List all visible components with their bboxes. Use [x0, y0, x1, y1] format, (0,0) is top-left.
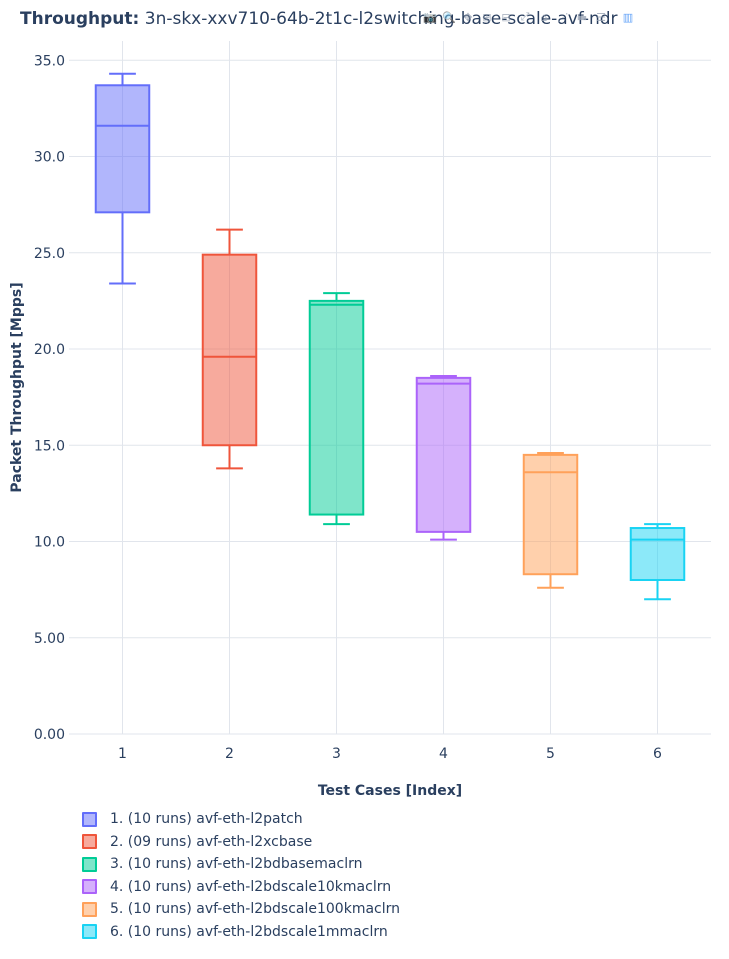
hover-closest-icon[interactable]: ▬ [576, 10, 588, 24]
legend-item-1[interactable]: 1. (10 runs) avf-eth-l2patch [82, 808, 400, 831]
legend: 1. (10 runs) avf-eth-l2patch 2. (09 runs)… [82, 808, 400, 943]
legend-item-4[interactable]: 4. (10 runs) avf-eth-l2bdscale10kmaclrn [82, 876, 400, 899]
box-plot-chart: 0.00 5.00 10.0 15.0 20.0 25.0 30.0 35.0 1 2 3 4 5 6 Te… [9, 41, 711, 799]
x-tick-label: 5 [546, 746, 555, 762]
y-tick-label: 0.00 [34, 727, 65, 743]
zoom-out-icon[interactable]: ⊟ [501, 10, 511, 24]
reset-axes-icon[interactable]: ⌂ [540, 10, 548, 24]
camera-icon[interactable]: 📷 [423, 10, 437, 24]
chart-title: Throughput: 3n-skx-xxv710-64b-2t1c-l2swi… [20, 9, 618, 29]
box-iqr [94, 84, 151, 214]
y-tick-label: 25.0 [34, 246, 65, 262]
legend-item-6[interactable]: 6. (10 runs) avf-eth-l2bdscale1mmaclrn [82, 921, 400, 944]
y-tick-label: 5.00 [34, 631, 65, 647]
y-axis-title: Packet Throughput [Mpps] [9, 282, 25, 492]
legend-label: 2. (09 runs) avf-eth-l2xcbase [110, 833, 313, 850]
zoom-in-icon[interactable]: ⊞ [482, 10, 492, 24]
plotly-logo-icon[interactable]: ▥ [622, 10, 634, 24]
legend-swatch [82, 834, 97, 850]
y-tick-label: 20.0 [34, 342, 65, 358]
box-iqr [201, 253, 258, 447]
hover-compare-icon[interactable]: ☰ [596, 10, 606, 24]
x-tick-label: 1 [118, 746, 127, 762]
modebar: 📷 🔍 ✥ ⊞ ⊟ ⤢ ⌂ ⋰ ▬ ☰ ▥ [423, 8, 635, 26]
box-series-3 [308, 292, 365, 526]
box-series-4 [415, 374, 472, 541]
legend-label: 4. (10 runs) avf-eth-l2bdscale10kmaclrn [110, 878, 392, 895]
y-tick-label: 35.0 [34, 53, 65, 69]
legend-swatch [82, 879, 97, 895]
legend-item-3[interactable]: 3. (10 runs) avf-eth-l2bdbasemaclrn [82, 853, 400, 876]
box-series-6 [629, 523, 686, 601]
box-series-2 [201, 228, 258, 470]
legend-swatch [82, 856, 97, 872]
box-iqr [522, 453, 579, 576]
box-iqr [629, 527, 686, 582]
legend-label: 1. (10 runs) avf-eth-l2patch [110, 811, 303, 828]
chart-title-bold: Throughput: [20, 9, 140, 29]
x-axis-title: Test Cases [Index] [318, 783, 462, 799]
legend-swatch [82, 924, 97, 940]
chart-title-text: 3n-skx-xxv710-64b-2t1c-l2switching-base-… [144, 9, 618, 29]
pan-icon[interactable]: ✥ [463, 10, 473, 24]
y-tick-label: 15.0 [34, 438, 65, 454]
y-tick-label: 30.0 [34, 150, 65, 166]
box-series-1 [94, 72, 151, 285]
autoscale-icon[interactable]: ⤢ [520, 10, 530, 23]
legend-item-2[interactable]: 2. (09 runs) avf-eth-l2xcbase [82, 831, 400, 854]
box-series-5 [522, 451, 579, 589]
legend-swatch [82, 811, 97, 827]
box-iqr [415, 376, 472, 533]
legend-label: 5. (10 runs) avf-eth-l2bdscale100kmaclrn [110, 901, 401, 918]
x-tick-label: 4 [439, 746, 448, 762]
zoom-icon[interactable]: 🔍 [442, 10, 456, 24]
box-iqr [308, 299, 365, 516]
x-tick-label: 3 [332, 746, 341, 762]
y-tick-label: 10.0 [34, 535, 65, 551]
legend-label: 6. (10 runs) avf-eth-l2bdscale1mmaclrn [110, 923, 388, 940]
x-tick-label: 2 [225, 746, 234, 762]
legend-item-5[interactable]: 5. (10 runs) avf-eth-l2bdscale100kmaclrn [82, 898, 400, 921]
x-tick-label: 6 [653, 746, 662, 762]
legend-label: 3. (10 runs) avf-eth-l2bdbasemaclrn [110, 856, 363, 873]
legend-swatch [82, 901, 97, 917]
spike-lines-icon[interactable]: ⋰ [557, 10, 569, 24]
